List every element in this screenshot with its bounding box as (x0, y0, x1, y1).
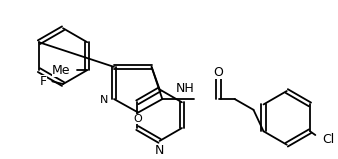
Text: Cl: Cl (322, 133, 334, 146)
Text: O: O (214, 66, 223, 79)
Text: N: N (100, 95, 109, 105)
Text: Me: Me (52, 64, 70, 77)
Text: F: F (40, 75, 47, 88)
Text: O: O (134, 114, 143, 124)
Text: NH: NH (175, 82, 194, 95)
Text: N: N (155, 144, 164, 157)
